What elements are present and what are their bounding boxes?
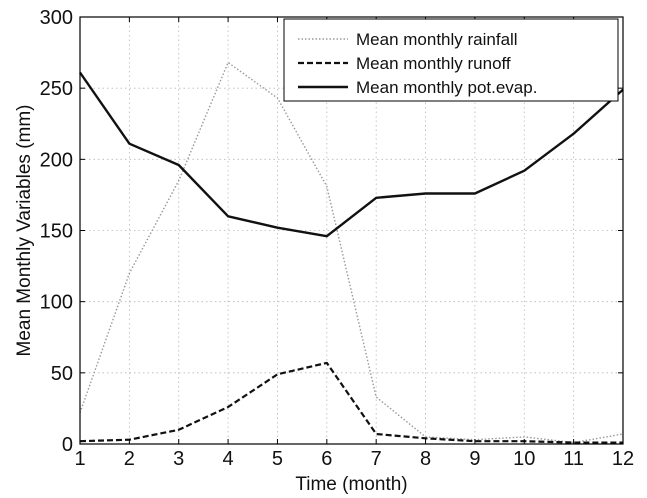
x-tick-label: 5	[272, 448, 283, 470]
x-tick-label: 8	[420, 448, 431, 470]
legend-label: Mean monthly pot.evap.	[356, 78, 537, 97]
x-tick-label: 4	[223, 448, 234, 470]
x-tick-label: 10	[513, 448, 535, 470]
x-tick-label: 3	[173, 448, 184, 470]
grid-lines	[80, 17, 623, 444]
series-line-2	[79, 361, 623, 444]
x-tick-label: 11	[563, 448, 584, 470]
series-line-1	[79, 61, 624, 444]
y-tick-label: 300	[40, 7, 73, 29]
x-tick-label: 9	[469, 448, 480, 470]
legend-label: Mean monthly rainfall	[356, 30, 518, 49]
x-tick-label: 12	[612, 448, 634, 470]
y-tick-label: 50	[51, 363, 73, 385]
series-lines	[79, 61, 624, 444]
x-tick-label: 7	[371, 448, 382, 470]
x-axis-label: Time (month)	[295, 474, 407, 495]
y-tick-label: 100	[40, 292, 73, 314]
y-axis-label: Mean Monthly Variables (mm)	[14, 104, 35, 356]
series-line-3	[79, 71, 624, 238]
y-tick-label: 0	[62, 434, 73, 456]
x-tick-label: 2	[124, 448, 135, 470]
y-tick-label: 150	[40, 221, 73, 243]
legend: Mean monthly rainfall Mean monthly runoff…	[283, 18, 619, 102]
legend-label: Mean monthly runoff	[356, 54, 511, 73]
x-tick-label: 1	[74, 448, 85, 470]
y-tick-label: 250	[40, 78, 73, 100]
y-tick-label: 200	[40, 149, 73, 171]
x-tick-label: 6	[321, 448, 332, 470]
